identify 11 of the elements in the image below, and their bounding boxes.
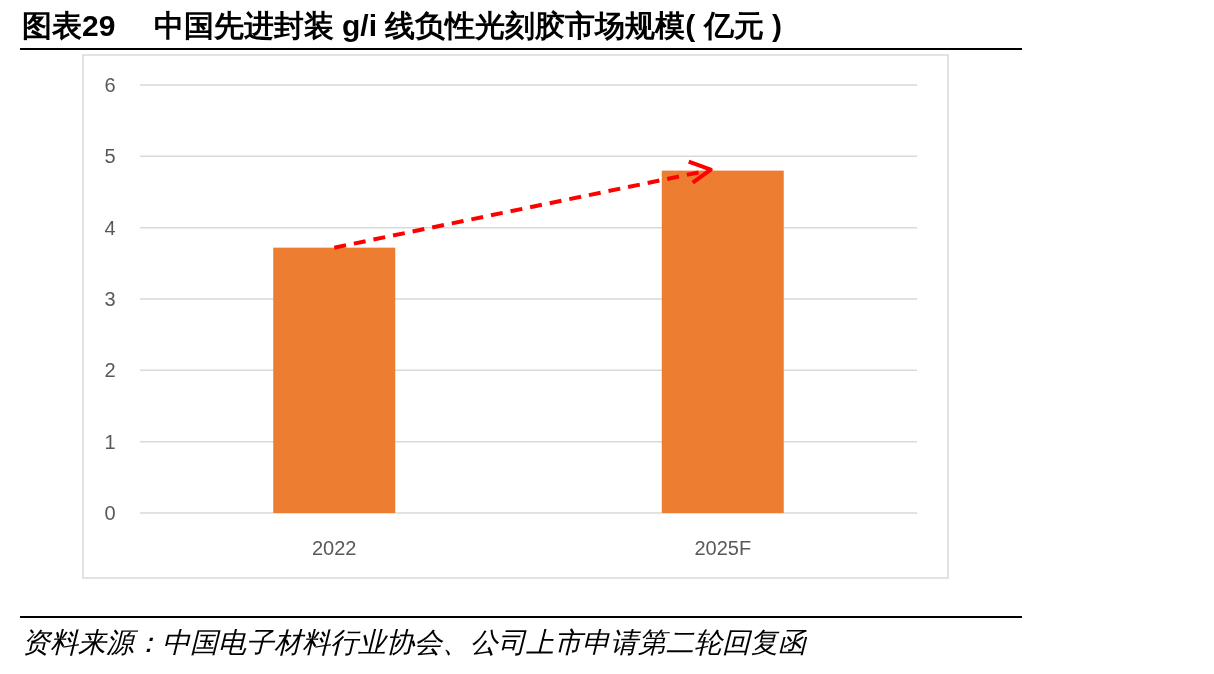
y-tick-label: 2 xyxy=(104,359,116,382)
title: 图表29 中国先进封装 g/i 线负性光刻胶市场规模( 亿元 ) xyxy=(22,9,783,42)
y-tick-label: 0 xyxy=(104,502,116,524)
y-tick-label: 5 xyxy=(104,145,116,168)
y-tick-label: 4 xyxy=(104,216,116,239)
x-tick-label: 2022 xyxy=(312,537,357,559)
x-tick-label: 2025F xyxy=(694,537,752,559)
y-tick-label: 6 xyxy=(104,74,116,96)
y-tick-label: 3 xyxy=(104,288,116,310)
y-tick-label: 1 xyxy=(104,430,116,453)
text: 资料来源：中国电子材料行业协会、公司上市申请第二轮回复函 xyxy=(22,627,808,658)
